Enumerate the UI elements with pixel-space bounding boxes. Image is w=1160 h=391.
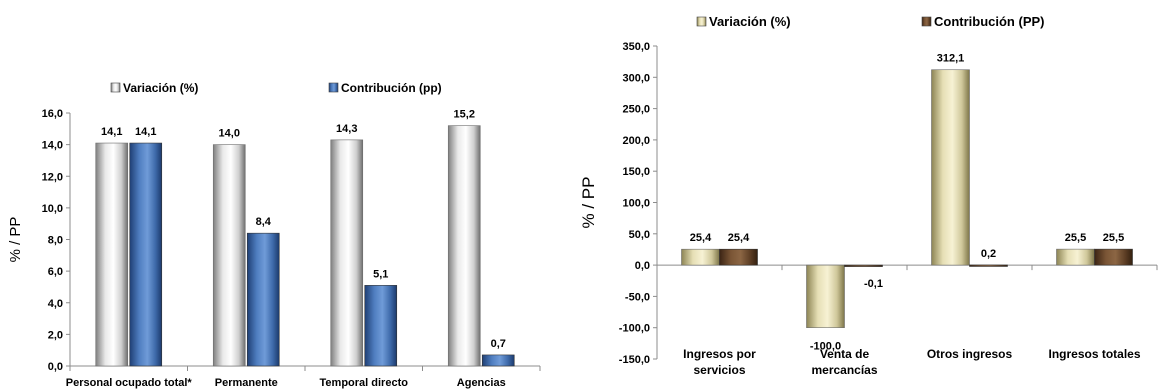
data-label: 0,7 xyxy=(491,338,506,350)
data-label: -0,1 xyxy=(864,278,883,290)
bar-contribucion xyxy=(481,354,515,367)
bar-variacion xyxy=(931,69,970,266)
y-tick-label: -50,0 xyxy=(625,291,650,303)
bar-variacion xyxy=(330,139,364,367)
y-tick-label: 2,0 xyxy=(48,329,63,341)
y-tick-label: 12,0 xyxy=(42,171,63,183)
bar-contribucion xyxy=(844,264,883,267)
y-tick-label: 50,0 xyxy=(629,229,650,241)
data-label: 15,2 xyxy=(454,109,475,121)
data-label: 14,1 xyxy=(101,126,122,138)
data-label: 0,2 xyxy=(981,248,996,260)
category-label: Permanente xyxy=(215,377,278,389)
bar-variacion xyxy=(1056,248,1095,266)
y-tick-label: 0,0 xyxy=(635,260,650,272)
y-tick-label: 10,0 xyxy=(42,203,63,215)
data-label: -100,0 xyxy=(810,341,841,353)
y-tick-label: 100,0 xyxy=(622,198,650,210)
y-tick-label: 200,0 xyxy=(622,135,650,147)
y-axis-label: % / PP xyxy=(7,217,24,263)
bar-contribucion xyxy=(719,248,758,266)
category-label: Agencias xyxy=(457,377,506,389)
data-label: 14,0 xyxy=(219,128,240,140)
legend-label: Variación (%) xyxy=(709,14,791,29)
data-label: 14,1 xyxy=(135,126,156,138)
bar-contribucion xyxy=(129,142,163,367)
bar-variacion xyxy=(447,125,481,367)
y-axis-label: % / PP xyxy=(579,177,598,229)
data-label: 14,3 xyxy=(336,123,357,135)
category-label: Personal ocupado total* xyxy=(66,377,193,389)
data-label: 25,5 xyxy=(1103,232,1124,244)
bar-contribucion xyxy=(1094,248,1133,266)
category-label: Ingresos totales xyxy=(1048,347,1140,361)
y-tick-label: 16,0 xyxy=(42,108,63,120)
category-label: Venta de xyxy=(820,347,870,361)
y-tick-label: 350,0 xyxy=(622,41,650,53)
bar-contribucion xyxy=(364,285,398,367)
y-tick-label: -150,0 xyxy=(619,354,650,366)
legend-swatch xyxy=(328,82,339,93)
y-tick-label: -100,0 xyxy=(619,323,650,335)
category-label: Temporal directo xyxy=(320,377,409,389)
y-tick-label: 6,0 xyxy=(48,266,63,278)
data-label: 25,5 xyxy=(1065,232,1086,244)
bar-contribucion xyxy=(969,264,1008,267)
bar-contribucion xyxy=(246,232,280,367)
data-label: 5,1 xyxy=(373,268,388,280)
y-tick-label: 8,0 xyxy=(48,235,63,247)
data-label: 312,1 xyxy=(937,53,965,65)
legend-swatch xyxy=(110,82,121,93)
legend-swatch xyxy=(921,16,932,27)
chart-employment: 0,0 2,0 4,0 6,0 8,0 10,0 12,0 14,0 16,0 14,1 14,0 1… xyxy=(7,81,541,389)
y-tick-label: 250,0 xyxy=(622,104,650,116)
data-label: 25,4 xyxy=(728,232,750,244)
y-tick-label: 4,0 xyxy=(48,298,63,310)
bar-variacion xyxy=(681,248,720,266)
chart-income: -150,0 -100,0 -50,0 0,0 50,0 100,0 150,0 200,0 2… xyxy=(579,14,1158,377)
y-tick-label: 14,0 xyxy=(42,140,63,152)
y-tick-label: 300,0 xyxy=(622,72,650,84)
legend-swatch xyxy=(696,16,707,27)
bar-variacion xyxy=(212,144,246,367)
category-label: mercancías xyxy=(811,363,877,377)
category-label: Otros ingresos xyxy=(927,347,1013,361)
legend-label: Variación (%) xyxy=(123,81,198,95)
bar-variacion xyxy=(95,142,129,367)
data-label: 8,4 xyxy=(256,216,272,228)
category-label: Ingresos por xyxy=(683,347,756,361)
bar-variacion xyxy=(806,264,845,329)
data-label: 25,4 xyxy=(690,232,712,244)
legend-label: Contribución (PP) xyxy=(934,14,1045,29)
y-tick-label: 0,0 xyxy=(48,361,63,373)
category-label: servicios xyxy=(693,363,745,377)
y-tick-label: 150,0 xyxy=(622,166,650,178)
legend-label: Contribución (pp) xyxy=(341,81,442,95)
